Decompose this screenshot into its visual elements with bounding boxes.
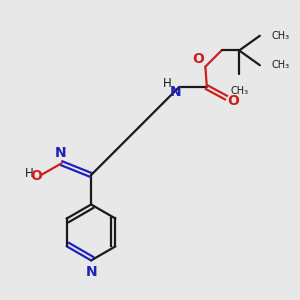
Text: CH₃: CH₃ <box>272 31 290 41</box>
Text: O: O <box>31 169 43 183</box>
Text: H: H <box>25 167 34 180</box>
Text: H: H <box>163 77 172 90</box>
Text: CH₃: CH₃ <box>272 60 290 70</box>
Text: N: N <box>85 265 97 279</box>
Text: O: O <box>227 94 239 107</box>
Text: O: O <box>192 52 204 66</box>
Text: N: N <box>54 146 66 160</box>
Text: CH₃: CH₃ <box>230 86 248 96</box>
Text: N: N <box>170 85 182 99</box>
